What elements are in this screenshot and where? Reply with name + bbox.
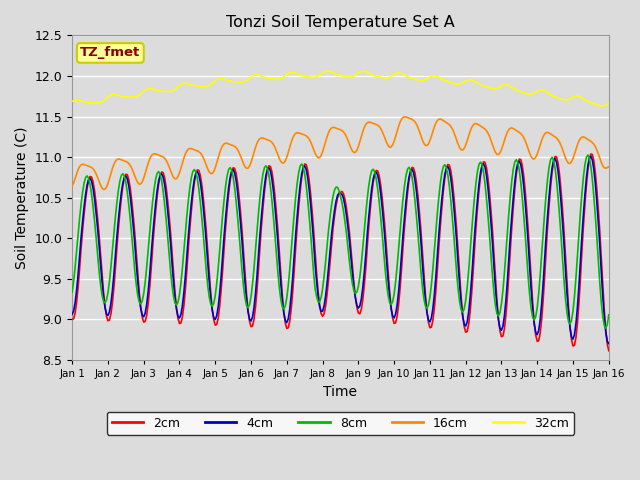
Title: Tonzi Soil Temperature Set A: Tonzi Soil Temperature Set A [226,15,455,30]
Y-axis label: Soil Temperature (C): Soil Temperature (C) [15,126,29,269]
X-axis label: Time: Time [323,384,358,398]
Legend: 2cm, 4cm, 8cm, 16cm, 32cm: 2cm, 4cm, 8cm, 16cm, 32cm [107,412,574,435]
Text: TZ_fmet: TZ_fmet [80,47,140,60]
